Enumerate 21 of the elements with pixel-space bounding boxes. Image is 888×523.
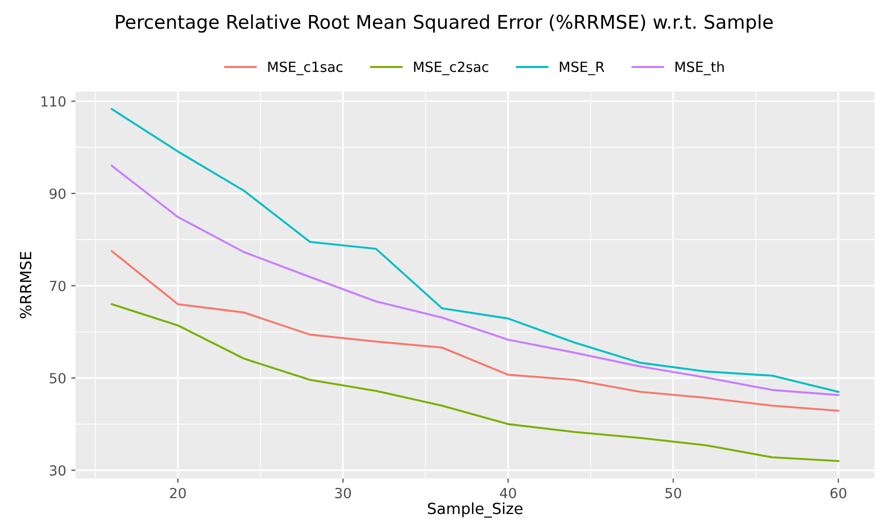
y-tick-label: 50	[50, 372, 66, 384]
y-axis-title: %RRMSE	[20, 252, 32, 318]
x-tick-label: 40	[500, 488, 516, 498]
legend-label: MSE_R	[560, 62, 604, 76]
x-tick-label: 60	[830, 488, 846, 498]
x-axis-title: Sample_Size	[428, 502, 522, 518]
x-tick-label: 30	[335, 488, 351, 498]
line-series	[110, 164, 840, 396]
line-series	[110, 108, 840, 393]
legend-label: MSE_th	[676, 61, 724, 76]
legend-label: MSE_c2sac	[414, 62, 488, 76]
chart-title: Percentage Relative Root Mean Squared Error (%RRMSE) w.r.t. Sample	[116, 14, 773, 33]
y-tick-label: 110	[41, 96, 66, 107]
y-tick-label: 90	[50, 188, 66, 199]
x-tick-label: 50	[665, 488, 682, 498]
y-tick-label: 30	[50, 465, 66, 476]
line-series	[110, 303, 840, 462]
line-series	[110, 250, 840, 412]
y-tick-label: 70	[50, 280, 66, 292]
legend-label: MSE_c1sac	[268, 62, 342, 76]
x-tick-label: 20	[170, 488, 186, 498]
